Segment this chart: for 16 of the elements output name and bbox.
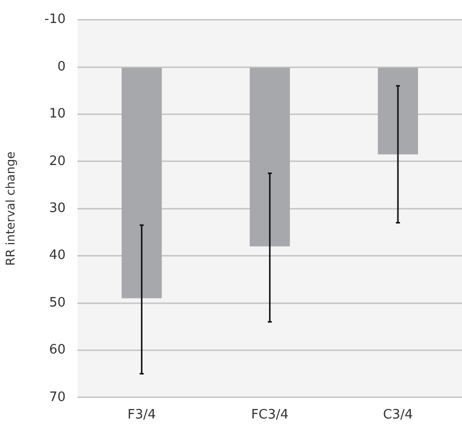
y-tick-label: 40 xyxy=(49,248,66,264)
y-tick-label: -10 xyxy=(44,12,66,28)
y-tick-label: 0 xyxy=(57,59,66,74)
bar xyxy=(122,68,162,298)
bar xyxy=(250,68,290,246)
y-tick-label: 20 xyxy=(49,154,66,169)
x-tick-label: FC3/4 xyxy=(251,408,289,423)
y-tick-label: 70 xyxy=(49,390,66,405)
x-tick-label: F3/4 xyxy=(127,408,156,423)
y-tick-label: 10 xyxy=(49,106,66,122)
y-tick-label: 50 xyxy=(49,295,66,310)
y-axis-title: RR interval change xyxy=(3,151,18,266)
y-tick-label: 60 xyxy=(49,342,66,358)
x-tick-label: C3/4 xyxy=(382,408,413,423)
bar xyxy=(378,68,418,154)
y-tick-label: 30 xyxy=(49,200,66,216)
